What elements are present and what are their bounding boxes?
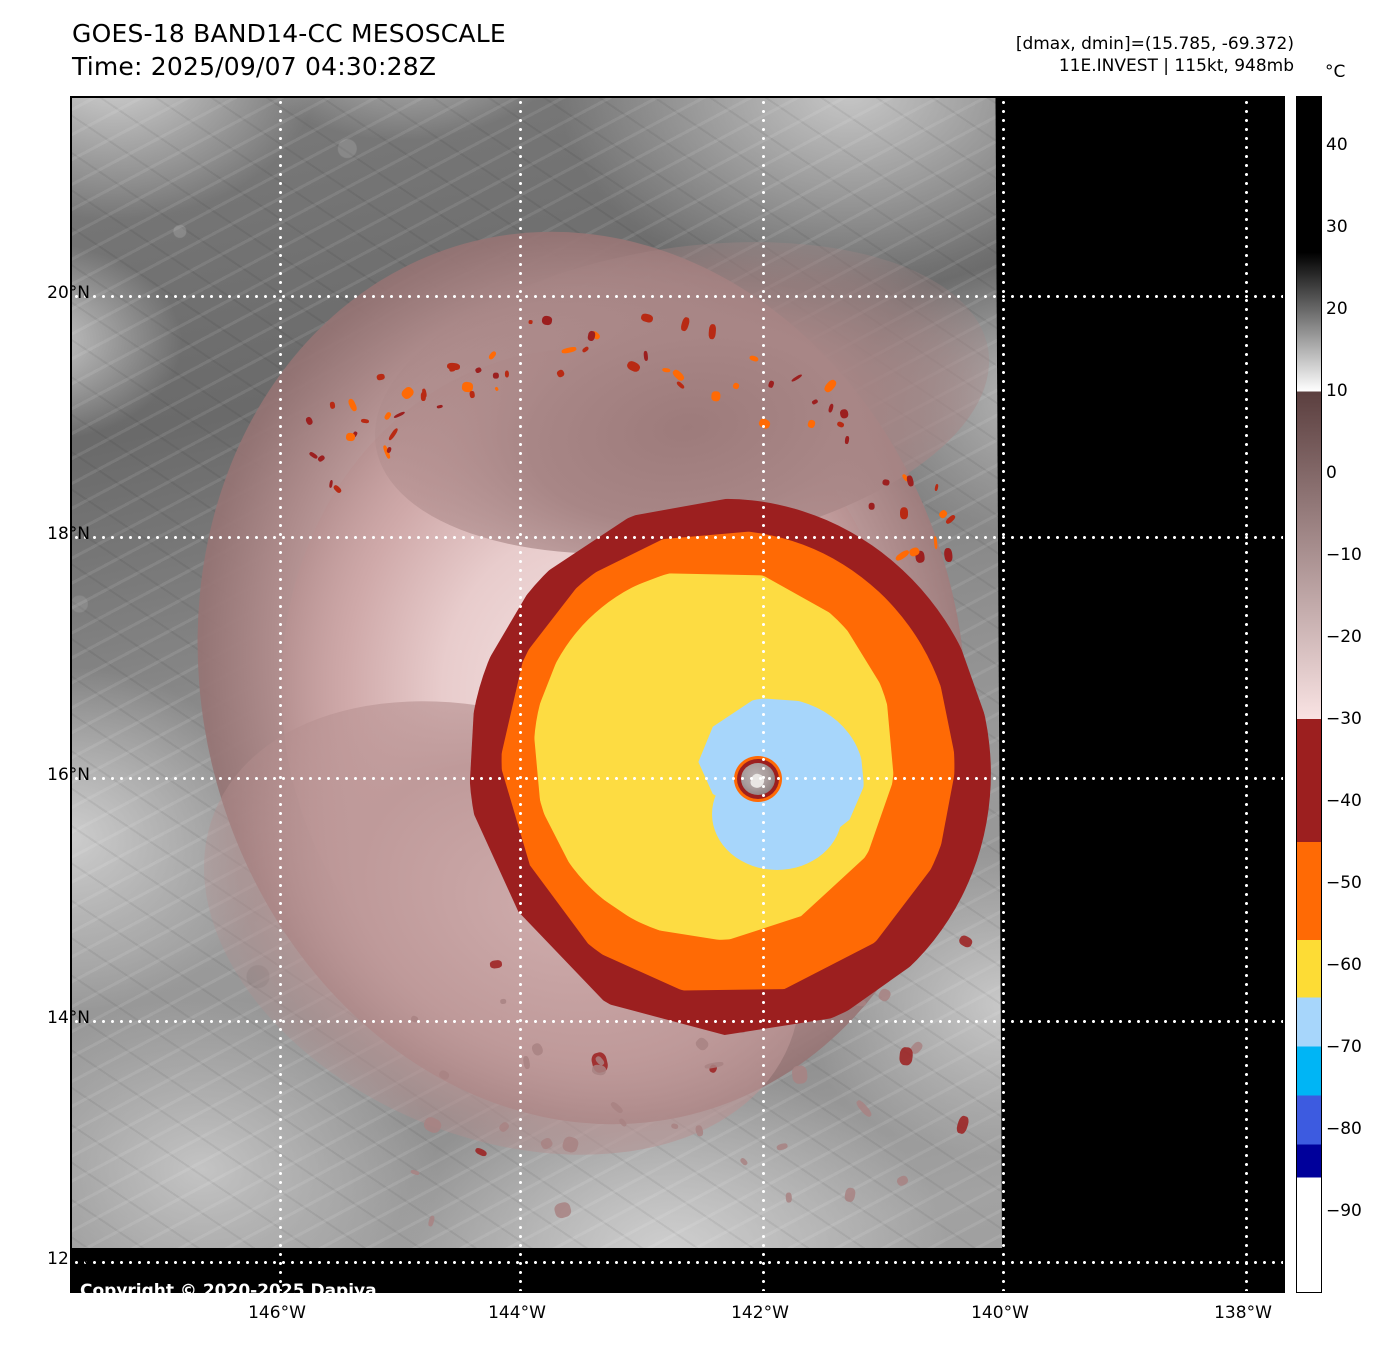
cold-cell-speck xyxy=(489,959,503,969)
gridline-lat-18 xyxy=(72,536,1283,539)
temperature-colorbar[interactable] xyxy=(1296,96,1322,1293)
lat-tick-14: 14°N xyxy=(47,1008,90,1028)
colorbar-tick--90: −90 xyxy=(1326,1201,1362,1221)
colorbar-tick-0: 0 xyxy=(1326,463,1337,484)
colorbar-tick--50: −50 xyxy=(1326,873,1362,894)
hot-tower-speck xyxy=(899,506,908,519)
storm-info-label: 11E.INVEST | 115kt, 948mb xyxy=(1058,56,1294,77)
lat-tick-20: 20°N xyxy=(47,283,90,303)
lat-tick-12: 12°N xyxy=(47,1249,90,1269)
hot-tower-speck xyxy=(711,390,721,402)
metadata-block: [dmax, dmin]=(15.785, -69.372) 11E.INVES… xyxy=(1016,33,1294,77)
hot-tower-speck xyxy=(643,350,649,362)
satellite-map[interactable] xyxy=(70,96,1285,1293)
lat-tick-18: 18°N xyxy=(47,524,90,544)
colorbar-tick--80: −80 xyxy=(1326,1119,1362,1140)
colorbar-tick--70: −70 xyxy=(1326,1037,1362,1058)
lat-tick-16: 16°N xyxy=(47,765,90,785)
lon-tick-140: 140°W xyxy=(971,1303,1029,1323)
colorbar-tick-30: 30 xyxy=(1326,217,1348,238)
timestamp-label: Time: 2025/09/07 04:30:28Z xyxy=(72,51,437,81)
colorbar-tick--20: −20 xyxy=(1326,627,1362,648)
cold-cell-speck xyxy=(499,998,506,1005)
colorbar-tick--10: −10 xyxy=(1326,545,1362,566)
title-block: GOES-18 BAND14-CC MESOSCALE Time: 2025/0… xyxy=(72,18,506,83)
gridline-lat-12 xyxy=(72,1261,1283,1264)
gridline-lon-144 xyxy=(519,98,522,1291)
map-clip xyxy=(72,98,1283,1291)
copyright-label: Copyright © 2020-2025 Dapiya xyxy=(80,1281,377,1301)
lon-tick-146: 146°W xyxy=(248,1303,306,1323)
cold-cell-speck xyxy=(785,1193,793,1204)
colorbar-unit-label: °C xyxy=(1325,62,1346,82)
colorbar-tick--30: −30 xyxy=(1326,709,1362,730)
gridline-lon-140 xyxy=(1002,98,1005,1291)
colorbar-gradient xyxy=(1297,97,1321,1292)
dmax-dmin-label: [dmax, dmin]=(15.785, -69.372) xyxy=(1015,34,1294,54)
colorbar-tick-10: 10 xyxy=(1326,381,1348,402)
hot-tower-speck xyxy=(329,401,336,409)
hot-tower-speck xyxy=(529,319,533,324)
page-title: GOES-18 BAND14-CC MESOSCALE xyxy=(72,19,506,48)
hot-tower-speck xyxy=(345,432,355,442)
lon-tick-144: 144°W xyxy=(488,1303,546,1323)
colorbar-tick--40: −40 xyxy=(1326,791,1362,812)
colorbar-tick-40: 40 xyxy=(1326,135,1348,156)
gridline-lat-14 xyxy=(72,1020,1283,1023)
gridline-lon-138 xyxy=(1245,98,1248,1291)
hot-tower-speck xyxy=(867,503,875,511)
gridline-lon-142 xyxy=(762,98,765,1291)
satellite-data-region xyxy=(72,98,1002,1248)
gridline-lon-146 xyxy=(279,98,282,1291)
gridline-lat-20 xyxy=(72,295,1283,298)
colorbar-tick--60: −60 xyxy=(1326,955,1362,976)
lon-tick-142: 142°W xyxy=(731,1303,789,1323)
lon-tick-138: 138°W xyxy=(1214,1303,1272,1323)
gridline-lat-16 xyxy=(72,777,1283,780)
cold-cell-speck xyxy=(791,1064,808,1084)
colorbar-tick-20: 20 xyxy=(1326,299,1348,320)
